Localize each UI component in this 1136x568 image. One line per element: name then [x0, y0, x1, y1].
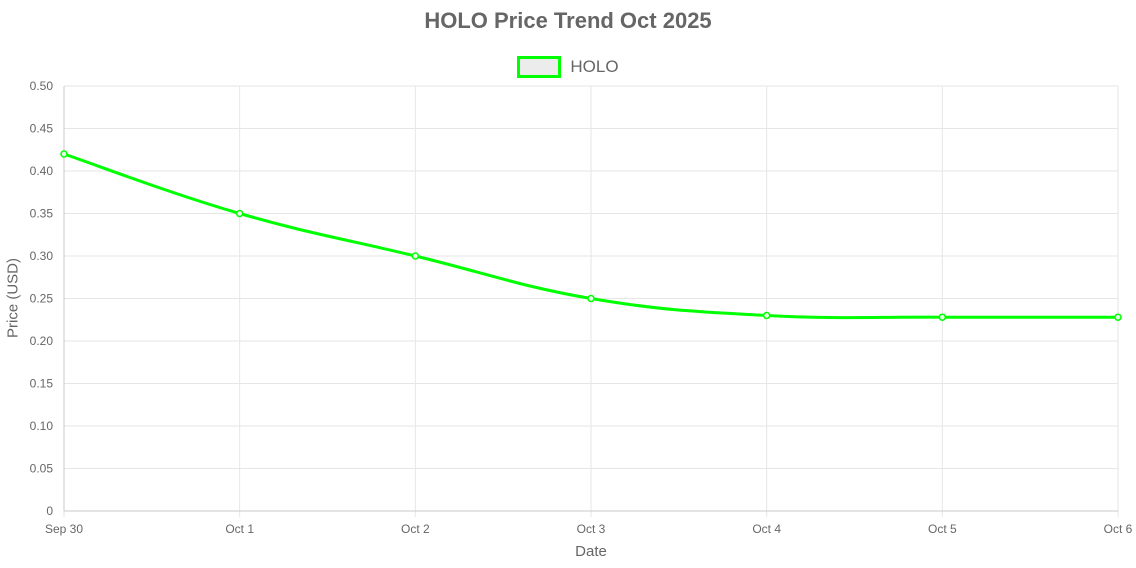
y-tick-label: 0.15	[30, 377, 54, 391]
legend: HOLO	[0, 56, 1136, 78]
data-point[interactable]	[762, 311, 771, 320]
chart-title: HOLO Price Trend Oct 2025	[424, 8, 712, 33]
data-point[interactable]	[587, 294, 595, 303]
x-tick-label: Oct 3	[577, 522, 606, 536]
x-tick-label: Oct 5	[928, 522, 957, 536]
x-tick-label: Oct 2	[401, 522, 430, 536]
y-tick-label: 0.45	[30, 122, 54, 136]
y-tick-label: 0.05	[30, 462, 54, 476]
y-tick-label: 0.20	[30, 334, 54, 348]
x-tick-label: Oct 4	[752, 522, 781, 536]
y-tick-label: 0	[46, 504, 53, 518]
data-point[interactable]	[60, 150, 68, 158]
data-point[interactable]	[235, 209, 244, 218]
x-tick-label: Oct 1	[225, 522, 254, 536]
y-axis-title: Price (USD)	[4, 257, 22, 339]
y-tick-label: 0.40	[30, 164, 54, 178]
legend-swatch-holo[interactable]	[517, 56, 562, 78]
data-point[interactable]	[1114, 313, 1122, 321]
legend-label-holo[interactable]: HOLO	[570, 57, 619, 76]
data-points	[60, 150, 1122, 321]
x-tick-label: Oct 6	[1104, 522, 1133, 536]
y-tick-label: 0.50	[30, 79, 54, 93]
y-tick-label: 0.30	[30, 249, 54, 263]
y-tick-label: 0.25	[30, 292, 54, 306]
y-tick-label: 0.35	[30, 207, 54, 221]
x-tick-labels: Sep 30 Oct 1 Oct 2 Oct 3 Oct 4 Oct 5 Oct 6	[45, 522, 1133, 536]
x-tick-label: Sep 30	[45, 522, 83, 536]
grid	[63, 85, 1119, 517]
x-axis-title: Date	[575, 543, 607, 560]
data-point[interactable]	[411, 252, 420, 260]
y-tick-labels: 0 0.05 0.10 0.15 0.20 0.25 0.30 0.35 0.40 0.45 0.5…	[30, 79, 54, 518]
y-tick-label: 0.10	[30, 419, 54, 433]
data-point[interactable]	[938, 313, 947, 321]
